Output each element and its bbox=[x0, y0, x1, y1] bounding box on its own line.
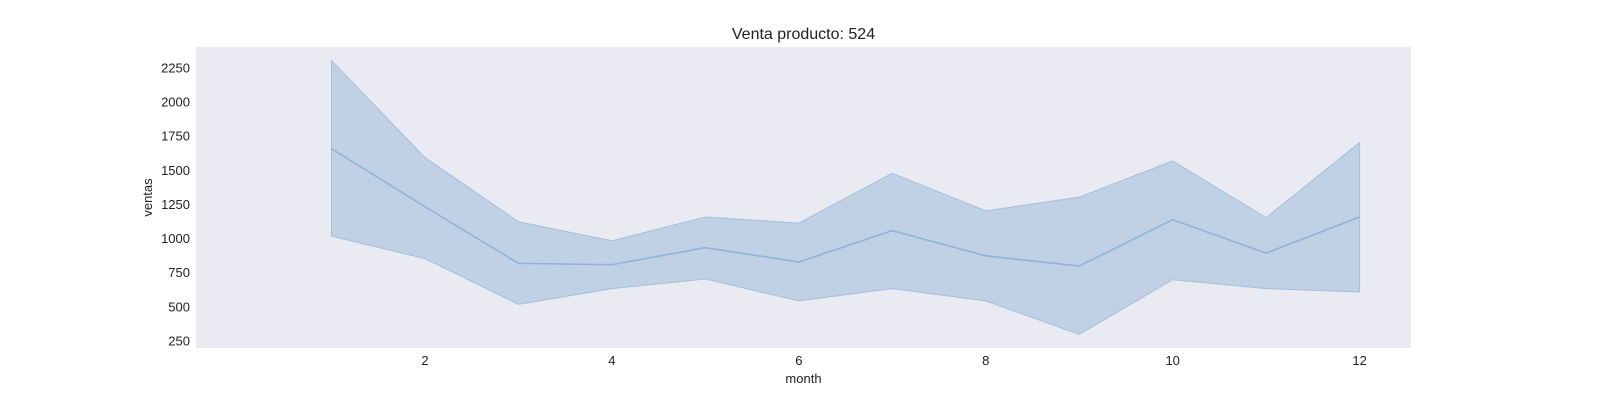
series-lines bbox=[331, 148, 1360, 267]
x-tick-label: 4 bbox=[608, 353, 615, 368]
y-tick-label: 1000 bbox=[161, 231, 190, 246]
y-tick-label: 2000 bbox=[161, 95, 190, 110]
confidence-bands bbox=[331, 59, 1361, 335]
x-tick-label: 2 bbox=[421, 353, 428, 368]
y-tick-label: 1500 bbox=[161, 163, 190, 178]
y-tick-label: 500 bbox=[168, 299, 190, 314]
chart-title: Venta producto: 524 bbox=[732, 26, 875, 43]
x-tick-label: 12 bbox=[1352, 353, 1366, 368]
y-axis-ticks: 250 500 750 1000 1250 1500 1750 2000 2250 bbox=[161, 60, 190, 348]
x-tick-label: 8 bbox=[982, 353, 989, 368]
x-axis-label: month bbox=[785, 371, 821, 386]
y-tick-label: 1250 bbox=[161, 197, 190, 212]
x-axis-ticks: 2 4 6 8 10 12 bbox=[421, 353, 1366, 368]
confidence-band bbox=[331, 59, 1361, 335]
y-tick-label: 750 bbox=[168, 265, 190, 280]
x-tick-label: 10 bbox=[1165, 353, 1179, 368]
x-tick-label: 6 bbox=[795, 353, 802, 368]
y-axis-label: ventas bbox=[140, 178, 155, 217]
y-tick-label: 1750 bbox=[161, 129, 190, 144]
y-tick-label: 250 bbox=[168, 333, 190, 348]
y-tick-label: 2250 bbox=[161, 60, 190, 75]
series-line bbox=[331, 148, 1360, 267]
